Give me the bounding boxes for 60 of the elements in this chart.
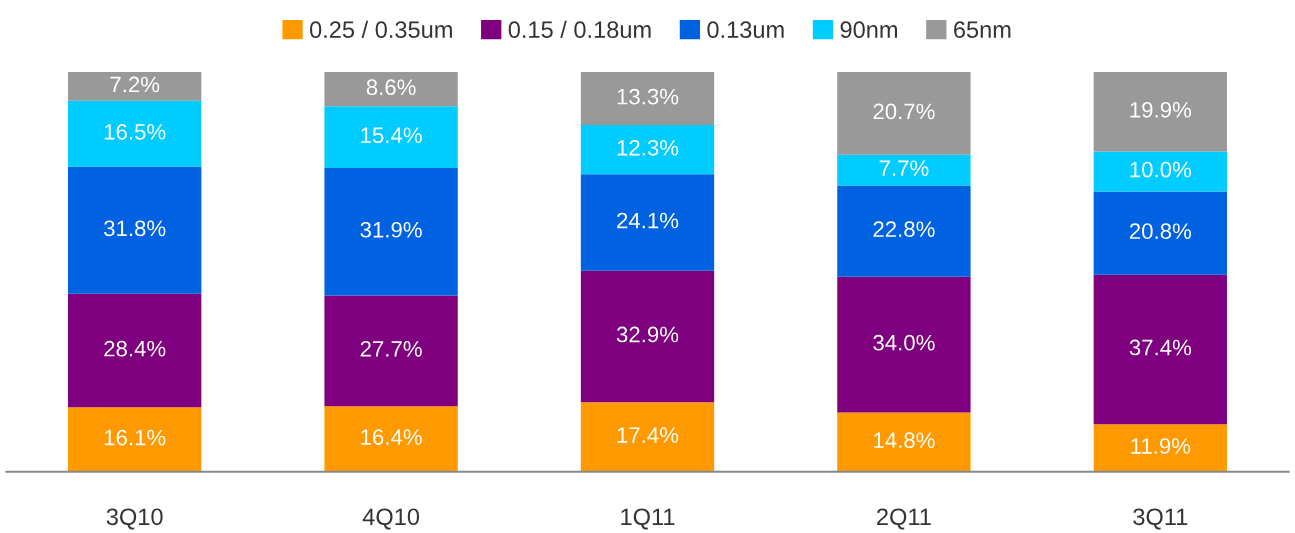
data-label: 16.4% — [361, 429, 422, 445]
data-label: 22.8% — [873, 221, 935, 238]
x-tick-label: 3Q10 — [106, 508, 163, 530]
data-label: 31.9% — [360, 221, 422, 238]
data-label: 31.8% — [104, 220, 166, 237]
legend-label: 0.25 / 0.35um — [309, 20, 452, 39]
data-label: 14.8% — [874, 432, 935, 449]
data-label: 8.6% — [366, 79, 416, 96]
bar — [837, 185, 971, 277]
legend-label: 65nm — [954, 21, 1011, 39]
bar — [837, 412, 971, 472]
data-label: 32.9% — [616, 326, 679, 343]
bar — [837, 276, 971, 413]
bar — [580, 174, 715, 271]
bar — [580, 125, 715, 175]
data-label: 16.5% — [104, 123, 166, 140]
bar — [837, 71, 971, 155]
bar — [324, 295, 458, 407]
x-tick-label: 2Q11 — [877, 508, 931, 530]
bar — [324, 71, 458, 107]
bar — [324, 106, 458, 168]
bar — [837, 154, 971, 186]
data-label: 17.4% — [617, 427, 679, 443]
data-label: 20.8% — [1129, 223, 1192, 240]
data-label: 13.3% — [617, 88, 679, 105]
bar — [324, 406, 458, 472]
data-label: 24.1% — [617, 212, 679, 229]
bar — [1093, 151, 1227, 192]
data-label: 20.7% — [873, 103, 935, 120]
x-tick-label: 3Q11 — [1133, 508, 1188, 530]
data-label: 15.4% — [361, 127, 422, 144]
data-label: 34.0% — [873, 334, 935, 351]
bar — [324, 167, 458, 296]
bar — [68, 100, 202, 167]
bar — [580, 71, 715, 126]
data-label: 37.4% — [1129, 339, 1192, 356]
x-tick-label: 4Q10 — [362, 508, 420, 530]
data-label: 28.4% — [104, 340, 166, 357]
legend-label: 0.13um — [707, 21, 784, 39]
x-tick-label: 1Q11 — [621, 508, 675, 530]
data-label: 11.9% — [1131, 438, 1191, 454]
bar — [68, 71, 202, 101]
bar — [1093, 274, 1227, 425]
bar — [68, 166, 202, 294]
bar — [580, 270, 715, 403]
data-label: 10.0% — [1130, 161, 1192, 178]
data-label: 12.3% — [617, 139, 679, 156]
data-label: 27.7% — [360, 341, 422, 357]
data-label: 19.9% — [1130, 101, 1192, 118]
bar — [580, 402, 715, 472]
bar — [1093, 191, 1227, 275]
legend-label: 0.15 / 0.18um — [508, 20, 651, 39]
bar — [1093, 424, 1227, 472]
legend-label: 90nm — [840, 21, 897, 39]
bar — [68, 407, 202, 472]
bar — [68, 293, 202, 408]
data-label: 7.7% — [879, 160, 929, 176]
bar — [1093, 71, 1227, 152]
data-label: 7.2% — [110, 76, 160, 93]
data-label: 16.1% — [104, 429, 166, 446]
